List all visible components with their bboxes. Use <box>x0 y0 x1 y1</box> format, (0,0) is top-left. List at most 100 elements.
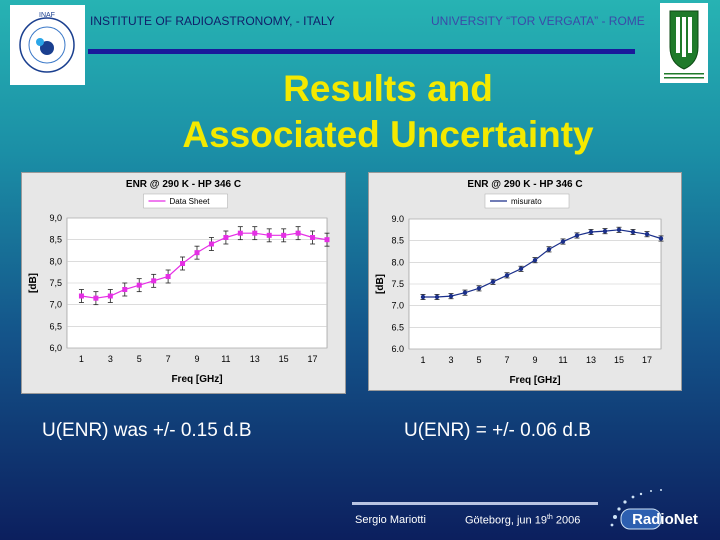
data-point <box>574 233 580 238</box>
x-tick-label: 7 <box>504 355 509 365</box>
chart-measured: ENR @ 290 K - HP 346 C misurato 6.0 6.5 7.0 7… <box>368 172 682 391</box>
x-tick-label: 17 <box>642 355 652 365</box>
y-tick-label: 8.0 <box>391 257 404 267</box>
chart-title: ENR @ 290 K - HP 346 C <box>467 179 582 190</box>
chart-datasheet-svg: ENR @ 290 K - HP 346 C Data Sheet 6,0 6,5 7,… <box>28 179 330 385</box>
x-axis-label: Freq [GHz] <box>509 375 560 386</box>
chart-measured-svg: ENR @ 290 K - HP 346 C misurato 6.0 6.5 7.0 7… <box>375 179 664 386</box>
data-point <box>448 293 454 299</box>
title-line-1: Results and <box>283 68 493 109</box>
y-tick-label: 7,5 <box>49 278 62 288</box>
data-point <box>237 230 243 236</box>
x-tick-label: 11 <box>221 354 230 364</box>
y-tick-label: 7.0 <box>391 301 404 311</box>
y-tick-label: 6.0 <box>391 344 404 354</box>
x-tick-label: 7 <box>166 354 171 364</box>
header-divider <box>88 49 635 54</box>
tor-vergata-logo <box>660 3 708 83</box>
data-point <box>420 294 426 300</box>
x-tick-label: 13 <box>250 354 260 364</box>
y-tick-label: 6.5 <box>391 322 404 332</box>
data-point <box>658 236 664 241</box>
chart-datasheet: ENR @ 290 K - HP 346 C Data Sheet 6,0 6,5 7,… <box>21 172 346 394</box>
footer-place-date: Göteborg, jun 19th 2006 <box>465 514 580 527</box>
data-point <box>107 293 113 299</box>
x-tick-label: 13 <box>586 355 596 365</box>
data-point <box>151 278 157 284</box>
header-institute: INSTITUTE OF RADIOASTRONOMY, - ITALY <box>90 14 335 28</box>
x-tick-label: 15 <box>614 355 624 365</box>
x-tick-label: 15 <box>279 354 289 364</box>
data-point <box>630 229 636 235</box>
data-point <box>644 231 650 237</box>
data-point <box>136 282 142 288</box>
data-point <box>93 295 99 301</box>
data-point <box>462 290 468 295</box>
header-university: UNIVERSITY “TOR VERGATA” - ROME <box>431 14 645 28</box>
radionet-logo-text: RadioNet <box>632 511 698 528</box>
y-tick-label: 6,0 <box>49 343 62 353</box>
y-tick-label: 9.0 <box>391 214 404 224</box>
data-point <box>476 286 482 291</box>
x-tick-label: 1 <box>420 355 425 365</box>
data-point <box>295 230 301 236</box>
y-tick-label: 7,0 <box>49 300 62 310</box>
footer-divider <box>352 502 598 505</box>
data-point <box>532 257 538 263</box>
data-point <box>504 273 510 278</box>
data-point <box>324 237 330 243</box>
y-tick-label: 8,0 <box>49 256 62 266</box>
y-axis-label: [dB] <box>28 273 39 293</box>
data-point <box>180 261 186 266</box>
footer-date-suffix: th <box>546 514 553 521</box>
data-point <box>602 228 608 234</box>
y-axis-label: [dB] <box>375 274 386 294</box>
legend-label: Data Sheet <box>170 197 211 206</box>
data-point <box>490 279 496 285</box>
data-point <box>616 227 622 233</box>
x-tick-label: 1 <box>79 354 84 364</box>
data-point <box>252 230 258 236</box>
data-point <box>165 274 171 279</box>
y-tick-label: 8.5 <box>391 236 404 246</box>
y-tick-label: 6,5 <box>49 321 62 331</box>
x-tick-label: 11 <box>558 355 567 365</box>
x-tick-label: 17 <box>308 354 318 364</box>
data-point <box>310 235 316 240</box>
data-point <box>518 266 524 272</box>
legend-label: misurato <box>511 197 542 206</box>
inaf-logo: INAF <box>10 5 85 85</box>
data-point <box>266 232 272 238</box>
data-point <box>78 293 84 299</box>
footer-year: 2006 <box>552 514 581 527</box>
legend-box <box>484 193 570 209</box>
radionet-logo: RadioNet <box>605 485 717 535</box>
y-tick-label: 7.5 <box>391 279 404 289</box>
uncertainty-after: U(ENR) = +/- 0.06 d.B <box>404 420 591 441</box>
data-point <box>560 239 566 244</box>
x-tick-label: 5 <box>137 354 142 364</box>
legend-box <box>143 193 228 209</box>
data-point <box>194 250 200 256</box>
x-axis-label: Freq [GHz] <box>171 374 222 385</box>
series-line <box>423 229 662 298</box>
uncertainty-before: U(ENR) was +/- 0.15 d.B <box>42 420 252 441</box>
y-tick-label: 9,0 <box>49 213 62 223</box>
footer-place: Göteborg, jun 19 <box>465 514 547 527</box>
x-tick-label: 3 <box>108 354 113 364</box>
title-line-2: Associated Uncertainty <box>182 114 594 155</box>
data-point <box>588 229 594 235</box>
x-tick-label: 3 <box>448 355 453 365</box>
data-point <box>281 232 287 238</box>
x-tick-label: 9 <box>194 354 199 364</box>
y-tick-label: 8,5 <box>49 235 62 245</box>
data-point <box>208 241 214 247</box>
data-point <box>546 247 552 252</box>
data-point <box>434 294 440 300</box>
data-point <box>122 287 128 292</box>
inaf-logo-acronym: INAF <box>39 12 55 19</box>
data-point <box>223 235 229 240</box>
x-tick-label: 5 <box>476 355 481 365</box>
slide-title: Results and Associated Uncertainty <box>0 66 720 158</box>
footer-author: Sergio Mariotti <box>355 514 426 526</box>
